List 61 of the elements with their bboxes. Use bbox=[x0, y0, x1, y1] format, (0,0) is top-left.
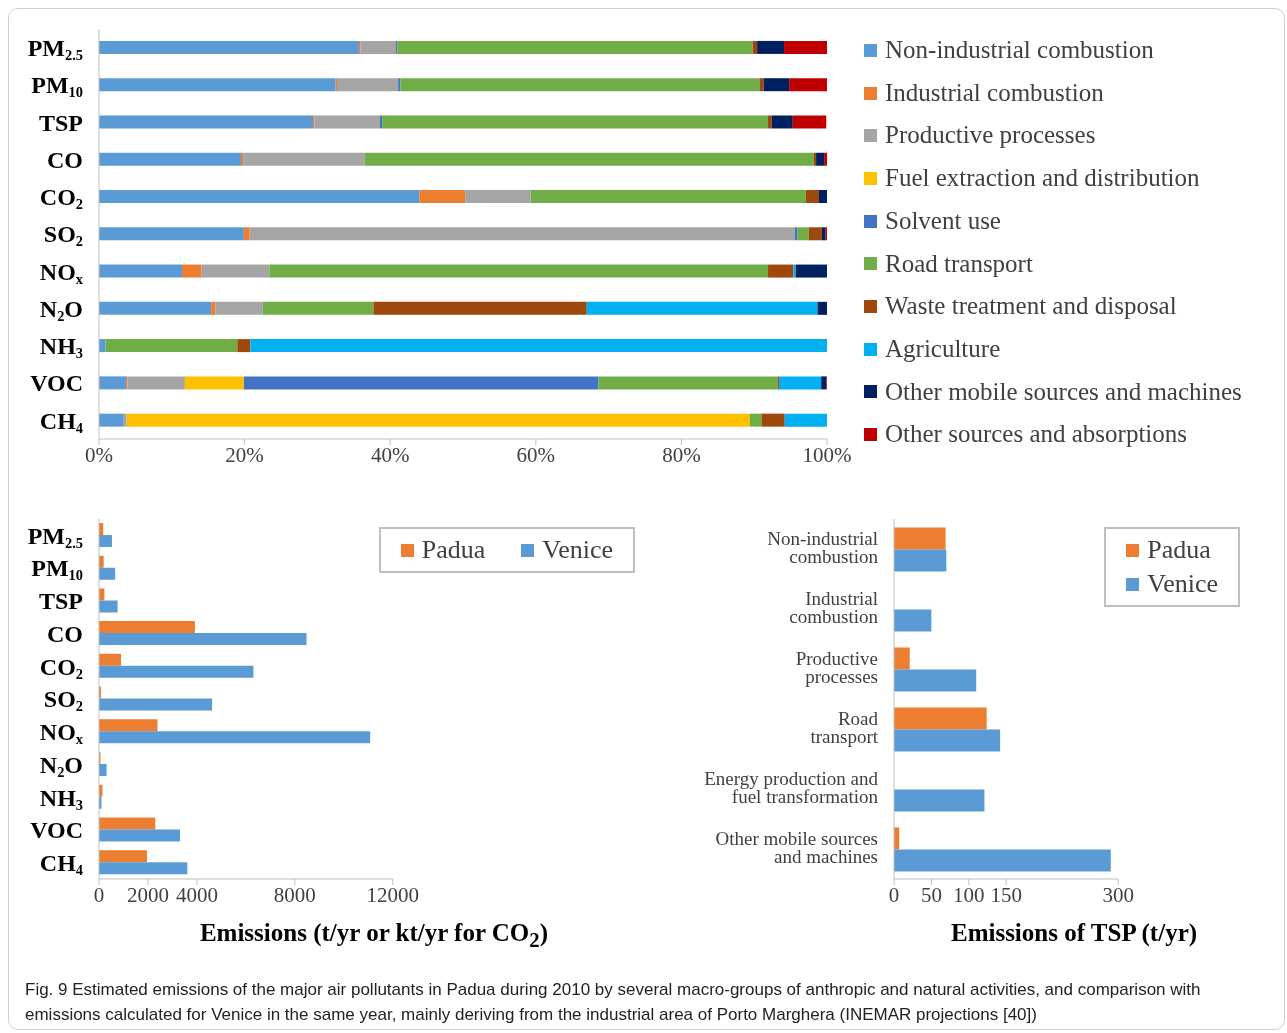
y-tick-label: NH$_{3}$ bbox=[39, 333, 83, 362]
y-tick-label: VOC bbox=[30, 817, 83, 844]
legend-label: Industrial combustion bbox=[884, 77, 1105, 108]
y-tick-label: CH$_{4}$ bbox=[39, 850, 83, 879]
x-tick-label: 300 bbox=[1102, 882, 1134, 907]
y-tick-label: Other mobile sources and machines bbox=[715, 828, 878, 868]
y-tick-label: SO$_{2}$ bbox=[43, 221, 83, 250]
y-tick-label: NO$_{x}$ bbox=[39, 258, 84, 287]
y-tick-label: CO$_{2}$ bbox=[39, 653, 83, 682]
x-tick-label: 150 bbox=[990, 882, 1022, 907]
x-axis-title: Emissions (t/yr or kt/yr for CO$_{2}$) bbox=[198, 919, 550, 953]
y-tick-label: CO bbox=[47, 620, 83, 647]
legend-label: Productive processes bbox=[884, 120, 1097, 151]
x-axis-title: Emissions of TSP (t/yr) bbox=[949, 919, 1199, 947]
x-tick-label: 2000 bbox=[126, 882, 169, 907]
y-tick-label: PM$_{2.5}$ bbox=[27, 35, 83, 64]
y-tick-label: CO bbox=[47, 146, 83, 173]
legend-label: Venice bbox=[1146, 568, 1218, 600]
legend-label: Waste treatment and disposal bbox=[884, 291, 1178, 322]
x-tick-label: 100 bbox=[953, 882, 985, 907]
y-tick-label: Road transport bbox=[810, 708, 879, 748]
y-tick-label: CH$_{4}$ bbox=[39, 407, 83, 436]
y-tick-label: SO$_{2}$ bbox=[43, 686, 83, 715]
legend-label: Agriculture bbox=[884, 333, 1002, 364]
x-tick-label: 60% bbox=[516, 442, 556, 467]
x-tick-label: 8000 bbox=[273, 882, 316, 907]
y-tick-label: CO$_{2}$ bbox=[39, 184, 83, 213]
x-tick-label: 80% bbox=[662, 442, 701, 467]
y-tick-label: NO$_{x}$ bbox=[39, 719, 84, 748]
x-tick-label: 40% bbox=[370, 442, 410, 467]
y-tick-label: NH$_{3}$ bbox=[39, 784, 83, 813]
y-tick-label: PM$_{10}$ bbox=[31, 555, 83, 584]
y-tick-label: PM$_{10}$ bbox=[31, 72, 83, 101]
x-tick-label: 4000 bbox=[175, 882, 218, 907]
caption: Fig. 9 Estimated emissions of the major air pollutants in Padua during 2010 by several macro-groups of anthropic and natural activities, and comparison with emissions calculated for Venice in the same year, mainly deriving from the industrial area of Porto Marghera (INEMAR projections [40]) bbox=[25, 979, 1202, 1026]
legend-label: Padua bbox=[420, 534, 486, 566]
y-tick-label: TSP bbox=[38, 109, 83, 136]
x-tick-label: 100% bbox=[802, 442, 852, 467]
legend-label: Other sources and absorptions bbox=[884, 419, 1188, 450]
y-tick-label: Industrial combustion bbox=[789, 588, 879, 628]
x-tick-label: 0 bbox=[93, 882, 105, 907]
legend-label: Non-industrial combustion bbox=[884, 35, 1155, 65]
y-tick-label: TSP bbox=[38, 588, 83, 615]
y-tick-label: Productive processes bbox=[795, 648, 878, 688]
legend-label: Road transport bbox=[884, 248, 1034, 279]
x-tick-label: 0% bbox=[85, 442, 113, 467]
x-tick-label: 20% bbox=[225, 442, 264, 467]
x-tick-label: 0 bbox=[888, 882, 900, 907]
legend-label: Other mobile sources and machines bbox=[884, 376, 1243, 407]
legend-label: Solvent use bbox=[884, 205, 1002, 236]
y-tick-label: Non-industrial combustion bbox=[767, 528, 879, 568]
x-tick-label: 50 bbox=[920, 882, 942, 907]
y-tick-label: N$_{2}$O bbox=[39, 295, 83, 325]
y-tick-label: Energy production and fuel transformation bbox=[704, 768, 879, 808]
legend-label: Fuel extraction and distribution bbox=[884, 163, 1201, 194]
y-tick-label: VOC bbox=[30, 370, 83, 397]
y-tick-label: PM$_{2.5}$ bbox=[27, 522, 83, 551]
legend-label: Venice bbox=[541, 534, 613, 566]
x-tick-label: 12000 bbox=[366, 882, 419, 907]
legend-label: Padua bbox=[1146, 534, 1212, 566]
y-tick-label: N$_{2}$O bbox=[39, 751, 83, 781]
